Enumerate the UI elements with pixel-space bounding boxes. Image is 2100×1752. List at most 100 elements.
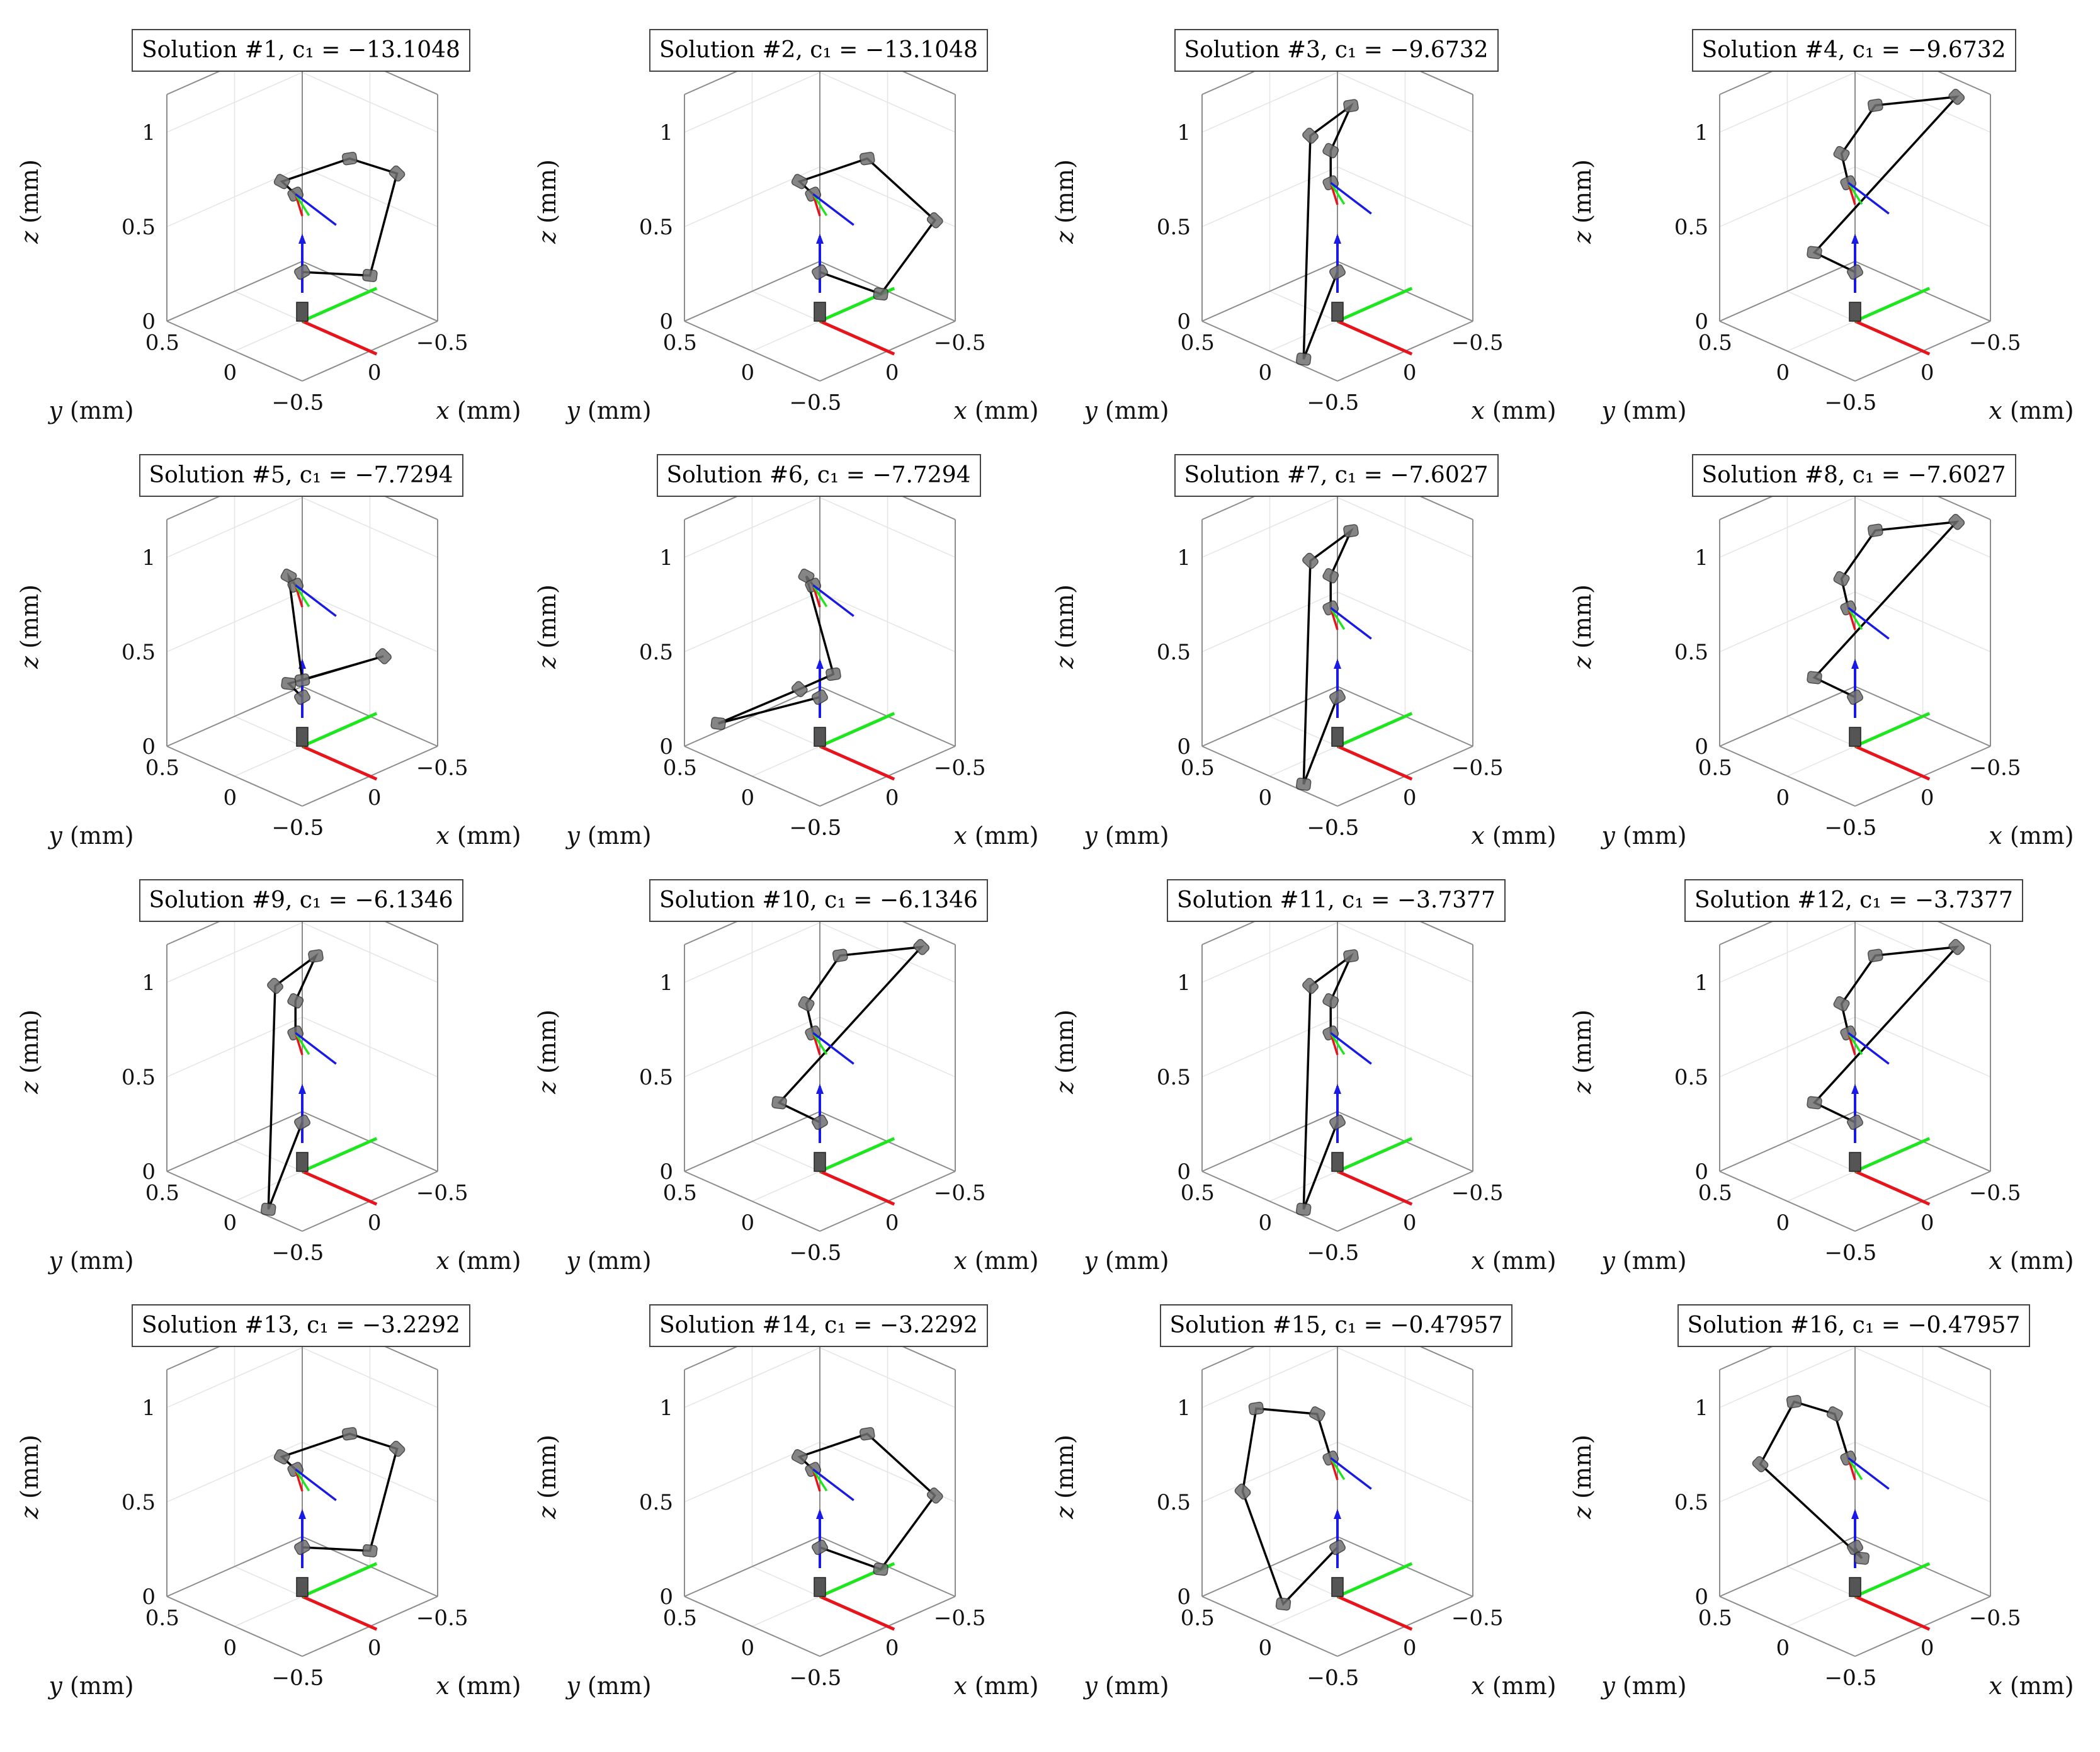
z-tick-label: 0.5 xyxy=(1674,640,1708,665)
joint-marker xyxy=(926,1487,943,1504)
y-tick-label: 0.5 xyxy=(1325,1666,1359,1691)
z-tick-label: 0.5 xyxy=(122,640,156,665)
grid-line xyxy=(1719,497,1856,558)
joint-marker xyxy=(1867,948,1883,962)
grid-line xyxy=(684,497,820,558)
z-axis-label: z (mm) xyxy=(1569,1010,1596,1095)
base-link xyxy=(1331,727,1344,747)
y-tick-label: −0.5 xyxy=(1969,1181,2021,1206)
z-tick-label: 0.5 xyxy=(122,1065,156,1090)
y-tick-label: 0 xyxy=(1403,360,1417,385)
solution-panel: 0 0.5 1 −0.5 0.5 0 0 0.5 −0.5 z (mm) y (mm) x (mm) S… xyxy=(1553,0,2074,428)
joint-marker xyxy=(294,1114,310,1130)
y-axis-label: y (mm) xyxy=(1082,1672,1169,1700)
x-tick-label: 0.5 xyxy=(145,1181,179,1206)
x-axis-label: x (mm) xyxy=(1989,397,2074,424)
joint-marker xyxy=(294,673,310,687)
z-tick-label: 0 xyxy=(1177,309,1191,334)
x-tick-label: 0.5 xyxy=(1181,756,1215,781)
x-tick-label: −0.5 xyxy=(1825,1666,1877,1691)
x-tick-label: −0.5 xyxy=(272,390,324,416)
z-tick-label: 0.5 xyxy=(1157,640,1191,665)
x-tick-label: −0.5 xyxy=(1825,816,1877,841)
grid-line xyxy=(1719,1442,1856,1503)
grid-line xyxy=(1201,166,1338,227)
z-tick-label: 1 xyxy=(142,545,156,571)
joint-marker xyxy=(1302,127,1319,144)
joint-marker xyxy=(1786,1395,1802,1409)
z-arrowhead xyxy=(1851,659,1859,669)
joint-marker xyxy=(1329,1114,1346,1130)
joint-marker xyxy=(1948,938,1965,955)
y-tick-label: 0 xyxy=(1403,785,1417,811)
z-tick-label: 1 xyxy=(1177,970,1191,996)
z-axis-label: z (mm) xyxy=(533,159,561,244)
y-tick-label: −0.5 xyxy=(416,1181,468,1206)
grid-line xyxy=(819,497,956,558)
x-tick-label: 0 xyxy=(1776,1635,1790,1661)
base-link xyxy=(1331,302,1344,322)
ee-y-axis xyxy=(1847,182,1863,205)
joint-marker xyxy=(294,689,310,705)
axes-box-edge xyxy=(1719,321,1856,382)
y-tick-label: −0.5 xyxy=(1451,331,1504,356)
ee-y-axis xyxy=(1847,1032,1863,1055)
joint-marker xyxy=(832,948,848,962)
joint-marker xyxy=(1343,99,1359,113)
x-tick-label: −0.5 xyxy=(790,1241,842,1266)
z-arrowhead xyxy=(298,234,306,244)
x-axis-label: x (mm) xyxy=(436,397,521,424)
base-link xyxy=(1849,1577,1861,1597)
z-tick-label: 0 xyxy=(1177,734,1191,759)
x-tick-label: 0.5 xyxy=(663,331,697,356)
axes-box-edge xyxy=(166,686,303,747)
grid-line xyxy=(1337,1016,1473,1078)
z-axis-label: z (mm) xyxy=(1051,159,1079,244)
z-tick-label: 1 xyxy=(659,120,673,145)
solution-panel: 0 0.5 1 −0.5 0.5 0 0 0.5 −0.5 z (mm) y (mm) x (mm) S… xyxy=(518,0,1039,428)
joint-marker xyxy=(341,1427,358,1441)
z-axis-label: z (mm) xyxy=(16,1010,43,1095)
joint-marker xyxy=(812,689,828,705)
panel-title: Solution #16, c₁ = −0.47957 xyxy=(1677,1304,2031,1347)
panel-title: Solution #1, c₁ = −13.1048 xyxy=(132,29,470,72)
ee-z-axis xyxy=(295,584,337,617)
z-tick-label: 0.5 xyxy=(1674,215,1708,240)
grid-line xyxy=(1201,1347,1338,1408)
joint-marker xyxy=(1948,513,1965,530)
z-arrowhead xyxy=(1334,659,1341,669)
axes-box-edge xyxy=(1201,1111,1338,1172)
y-axis-label: y (mm) xyxy=(565,397,651,424)
ee-y-axis xyxy=(812,193,828,217)
joint-marker xyxy=(341,152,358,166)
y-tick-label: −0.5 xyxy=(934,1181,986,1206)
z-axis-label: z (mm) xyxy=(16,1435,43,1520)
joint-marker xyxy=(1322,143,1339,159)
axes-box-edge xyxy=(684,1111,820,1172)
z-axis-label: z (mm) xyxy=(1051,1010,1079,1095)
panel-title: Solution #9, c₁ = −6.1346 xyxy=(139,879,463,922)
solution-panel: 0 0.5 1 −0.5 0.5 0 0 0.5 −0.5 z (mm) y (mm) x (mm) S… xyxy=(1035,425,1557,853)
y-axis-label: y (mm) xyxy=(47,1672,133,1700)
ee-y-axis xyxy=(294,1469,310,1492)
ee-z-axis xyxy=(1330,1457,1372,1490)
joint-marker xyxy=(1847,1114,1863,1130)
z-axis-label: z (mm) xyxy=(16,584,43,669)
grid-line xyxy=(166,591,303,652)
solution-panel: 0 0.5 1 −0.5 0.5 0 0 0.5 −0.5 z (mm) y (mm) x (mm) S… xyxy=(518,425,1039,853)
x-tick-label: 0.5 xyxy=(663,1606,697,1631)
axes-box-edge xyxy=(684,1596,820,1657)
ee-y-axis xyxy=(294,193,310,217)
z-tick-label: 0.5 xyxy=(122,1490,156,1515)
base-link xyxy=(814,302,826,322)
solution-panel: 0 0.5 1 −0.5 0.5 0 0 0.5 −0.5 z (mm) y (mm) x (mm) S… xyxy=(1035,0,1557,428)
x-tick-label: −0.5 xyxy=(1307,1666,1359,1691)
joint-marker xyxy=(1329,264,1346,280)
